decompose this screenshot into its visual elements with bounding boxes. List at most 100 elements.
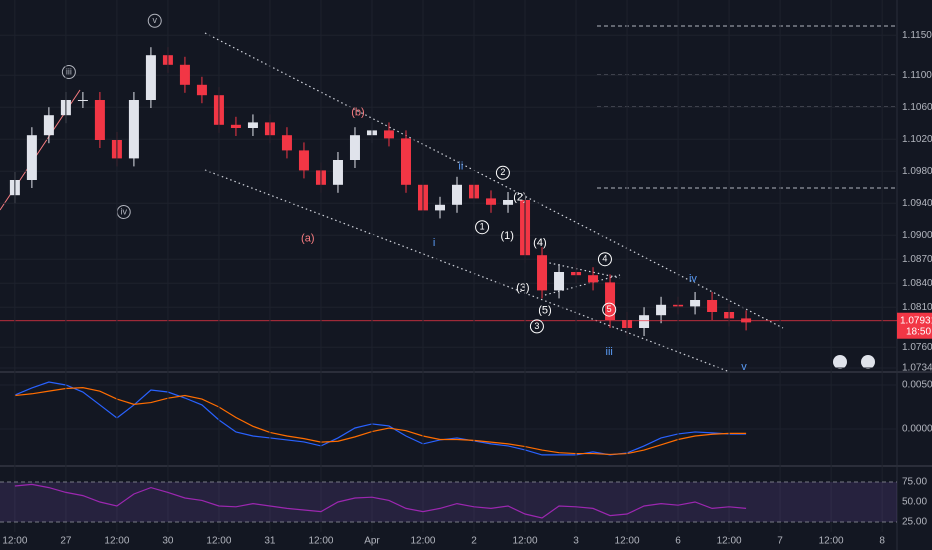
y-tick-label: 75.00 [902, 477, 927, 488]
y-tick-label: 1.09400 [902, 198, 932, 209]
x-tick-label: 12:00 [104, 536, 129, 547]
wave-label: v [152, 15, 157, 25]
candle-body [179, 64, 190, 85]
candle-body [707, 300, 718, 312]
wave-label: (2) [513, 192, 526, 204]
wave-label: 5 [607, 304, 612, 314]
y-tick-label: 1.08100 [902, 302, 932, 313]
x-tick-label: 6 [675, 536, 681, 547]
wave-label: (5) [538, 304, 551, 316]
x-tick-label: 3 [573, 536, 579, 547]
y-tick-label: 25.00 [902, 517, 927, 528]
x-tick-label: Apr [364, 536, 380, 547]
candle-body [588, 275, 599, 283]
y-tick-label: 1.10600 [902, 102, 932, 113]
candle-body [43, 115, 54, 136]
channel-upper [204, 32, 784, 329]
wave-label: 4 [602, 254, 607, 264]
y-tick-label: 1.11000 [902, 70, 932, 81]
wave-label: iii [66, 66, 72, 76]
x-tick-label: 12:00 [410, 536, 435, 547]
wave-label: ii [458, 160, 463, 172]
y-tick-label: 1.08400 [902, 278, 932, 289]
wave-label: (a) [301, 232, 314, 244]
rsi-band [0, 482, 897, 522]
x-tick-label: 7 [777, 536, 783, 547]
wave-label: v [741, 361, 747, 373]
indicator-line [14, 387, 747, 456]
countdown: 18:50 [906, 326, 931, 337]
wave-label: iii [606, 346, 613, 358]
wave-label: 1 [480, 222, 485, 232]
candle-body [656, 304, 667, 316]
wave-label: iv [689, 273, 697, 285]
y-tick-label: 1.07340 [902, 363, 932, 374]
x-tick-label: 2 [471, 536, 477, 547]
x-tick-label: 31 [264, 536, 276, 547]
x-tick-label: 27 [60, 536, 72, 547]
x-tick-label: 8 [879, 536, 885, 547]
candle-body [196, 84, 207, 96]
x-tick-label: 12:00 [717, 536, 742, 547]
y-tick-label: 1.07600 [902, 342, 932, 353]
candle-body [605, 282, 616, 320]
wave-label: 2 [500, 167, 505, 177]
candle-body [503, 200, 514, 205]
candle-body [26, 135, 37, 180]
wave-circle [597, 252, 612, 267]
candle-body [434, 204, 445, 211]
candle-body [486, 198, 497, 205]
candle-body [247, 122, 258, 128]
wave-label: (b) [351, 107, 364, 119]
channel-lower [204, 169, 731, 373]
x-tick-label: 12:00 [2, 536, 27, 547]
trendlines [204, 32, 784, 373]
candle-body [400, 138, 411, 185]
candle-body [690, 300, 701, 307]
candle-body [554, 272, 565, 291]
wave-circle [61, 65, 76, 79]
candle-body [452, 184, 463, 205]
x-tick-label: 12:00 [206, 536, 231, 547]
wave-label: i [433, 237, 435, 249]
y-tick-label: 1.09800 [902, 166, 932, 177]
last-price-box [897, 312, 932, 339]
wave-circle [529, 319, 544, 334]
x-tick-label: 12:00 [308, 536, 333, 547]
event-icon[interactable] [861, 355, 875, 369]
candle-body [94, 100, 105, 140]
triangle-line [544, 261, 621, 279]
wave-circle [147, 13, 162, 28]
candle-body [298, 150, 309, 171]
y-tick-label: 1.11500 [902, 30, 932, 41]
candle-body [332, 160, 343, 185]
wave-label: (4) [533, 237, 546, 249]
candle-body [77, 100, 88, 101]
candle-body [537, 255, 548, 291]
y-tick-label: 50.00 [902, 497, 927, 508]
candle-body [145, 55, 156, 100]
candle-body [383, 130, 394, 139]
wave-circle [495, 165, 510, 180]
wave-label: (3) [516, 282, 529, 294]
wave-label: (1) [500, 230, 513, 242]
x-tick-label: 12:00 [513, 536, 538, 547]
candle-body [230, 124, 241, 128]
y-tick-label: 1.09000 [902, 230, 932, 241]
candle-body [349, 135, 360, 160]
candle-body [639, 315, 650, 328]
x-tick-label: 12:00 [819, 536, 844, 547]
indicator-line [14, 483, 747, 519]
candle-body [128, 100, 139, 159]
x-tick-label: 30 [162, 536, 174, 547]
wave-label: iv [120, 206, 127, 216]
event-icon[interactable] [833, 355, 847, 369]
y-tick-label: 1.08700 [902, 254, 932, 265]
wave-circle [602, 302, 617, 317]
x-tick-label: 12:00 [615, 536, 640, 547]
y-tick-label: 0.00000 [902, 424, 932, 435]
